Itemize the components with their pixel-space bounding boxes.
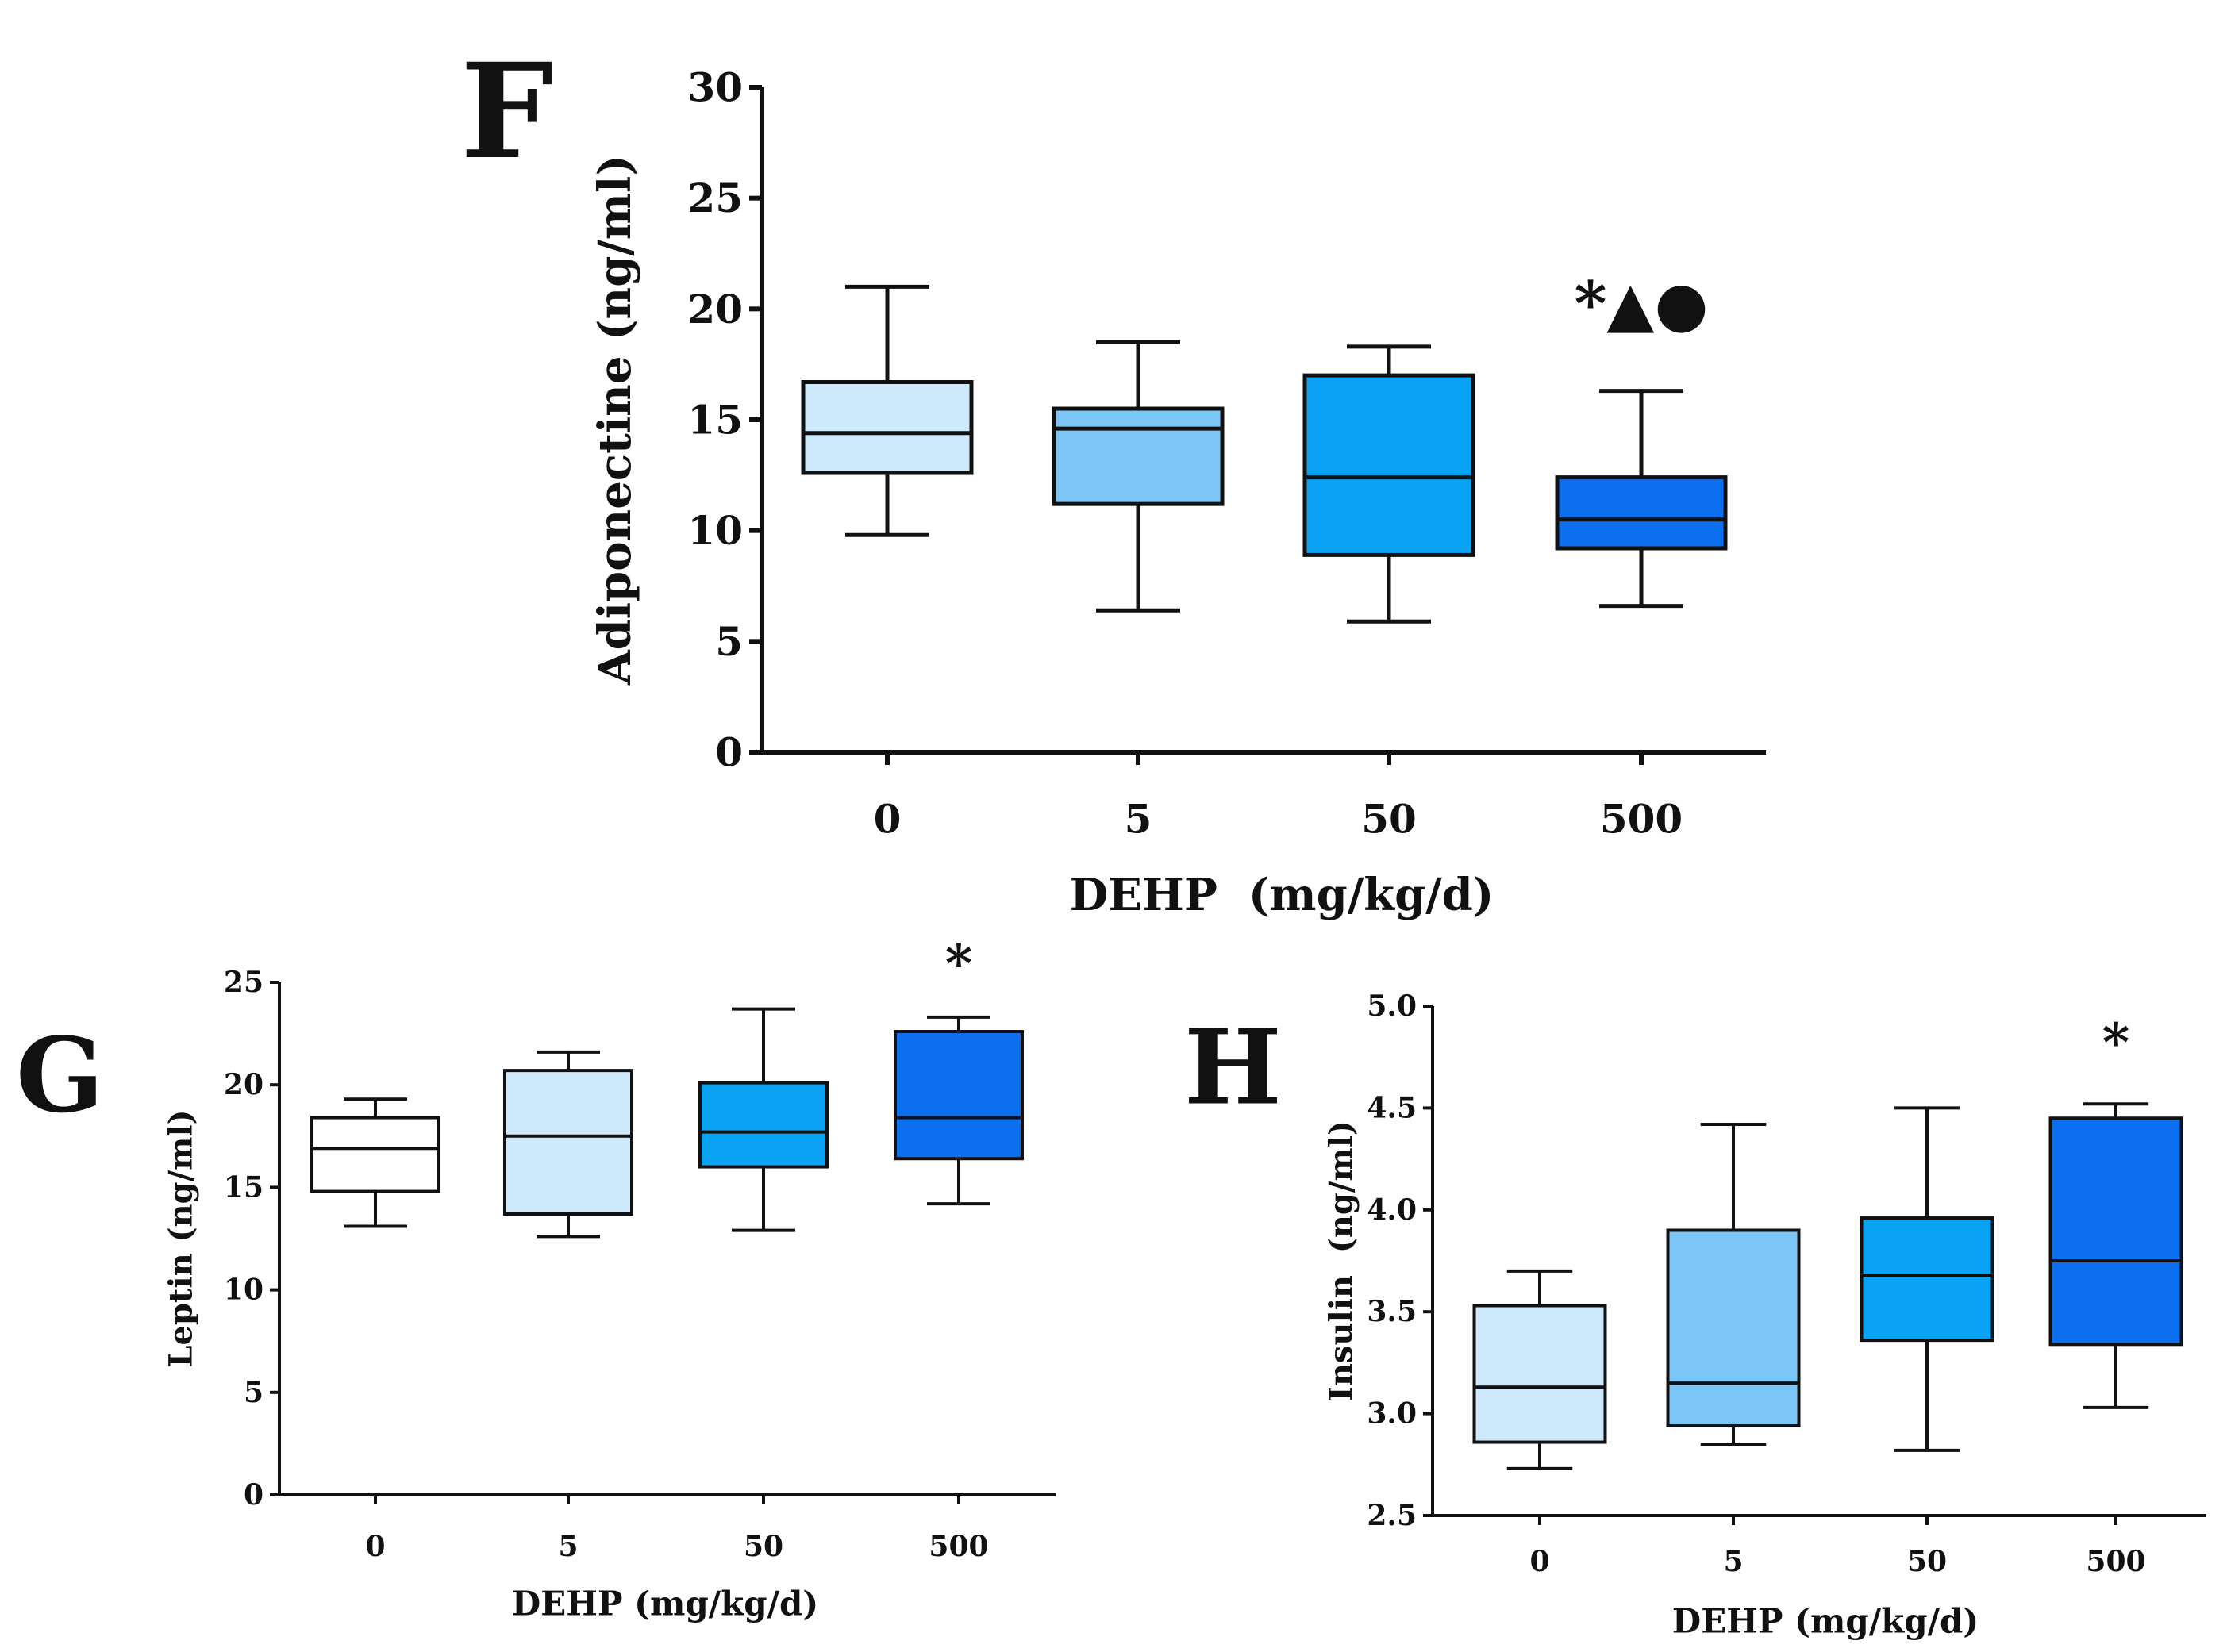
panel-g-significance-marker: *	[945, 933, 973, 995]
panel-h-significance-marker: *	[2102, 1012, 2130, 1074]
panel-f-y-tick-label: 15	[687, 397, 743, 444]
iqr-box	[1302, 373, 1475, 557]
panel-g-x-axis-title: DEHP (mg/kg/d)	[512, 1585, 818, 1623]
panel-g-x-tick-label: 5	[558, 1530, 578, 1563]
panel-f-y-tick-label: 25	[687, 175, 743, 221]
panel-f-box-50	[1302, 344, 1475, 624]
panel-f-x-axis-title: DEHP (mg/kg/d)	[1070, 869, 1494, 921]
panel-h-x-tick-label: 5	[1723, 1545, 1743, 1578]
panel-h-x-tick-label: 50	[1907, 1545, 1947, 1578]
panel-g-x-tick-label: 50	[744, 1530, 783, 1563]
panel-g-label: G	[16, 1015, 104, 1136]
panel-f-y-tick-label: 5	[715, 618, 743, 665]
iqr-box	[2048, 1116, 2183, 1347]
panel-f-box-0	[801, 284, 974, 537]
panel-g-y-tick-label: 25	[224, 966, 263, 999]
panel-f-significance-marker: *▲●	[1575, 268, 1709, 340]
panel-h-insulin-chart: H 2.5 3.0 3.5 4.0 4.5 5.0 0 5 50 500 DEHP (mg/kg/d)…	[1184, 989, 2206, 1641]
panel-g-box-0	[310, 1097, 440, 1228]
iqr-box	[698, 1081, 829, 1169]
panel-h-box-0	[1472, 1269, 1607, 1470]
panel-f-y-tick-label: 0	[715, 729, 743, 776]
iqr-box	[1666, 1228, 1801, 1428]
panel-h-box-50	[1860, 1106, 1994, 1452]
panel-h-box-500	[2048, 1102, 2183, 1409]
panel-h-y-tick-label: 3.0	[1367, 1397, 1417, 1431]
panel-h-y-tick-label: 2.5	[1367, 1499, 1417, 1532]
panel-g-y-tick-label: 5	[244, 1376, 263, 1409]
panel-h-x-tick-label: 0	[1529, 1545, 1549, 1578]
panel-f-box-5	[1052, 340, 1225, 613]
panel-h-label: H	[1184, 1007, 1282, 1128]
panel-g-y-tick-label: 0	[244, 1478, 263, 1512]
panel-f-x-tick-label: 50	[1361, 796, 1417, 843]
panel-f-y-tick-label: 20	[687, 286, 743, 332]
panel-g-y-tick-label: 20	[224, 1068, 263, 1101]
iqr-box	[1555, 475, 1728, 551]
panel-f-x-tick-label: 500	[1600, 796, 1683, 843]
panel-h-box-5	[1666, 1122, 1801, 1446]
panel-g-y-tick-label: 15	[224, 1170, 263, 1204]
panel-f-x-tick-label: 0	[874, 796, 902, 843]
panel-f-label: F	[460, 34, 553, 188]
panel-g-x-tick-label: 500	[929, 1530, 988, 1563]
panel-g-y-axis-title: Leptin (ng/ml)	[163, 1109, 200, 1367]
panel-h-y-tick-label: 3.5	[1367, 1295, 1417, 1328]
iqr-box	[1860, 1216, 1994, 1343]
panel-g-box-5	[503, 1050, 633, 1239]
panel-g-x-tick-label: 0	[365, 1530, 385, 1563]
panel-h-x-tick-label: 500	[2086, 1545, 2145, 1578]
panel-h-y-tick-label: 5.0	[1367, 989, 1417, 1023]
iqr-box	[801, 380, 974, 475]
panel-h-y-tick-label: 4.0	[1367, 1193, 1417, 1227]
iqr-box	[310, 1116, 440, 1193]
panel-g-box-500	[894, 1015, 1024, 1206]
iqr-box	[1472, 1304, 1607, 1444]
iqr-box	[503, 1069, 633, 1216]
panel-h-y-tick-label: 4.5	[1367, 1091, 1417, 1124]
panel-g-y-tick-label: 10	[224, 1274, 263, 1307]
panel-f-y-axis-title: Adiponectine (ng/ml)	[589, 155, 641, 686]
iqr-box	[894, 1030, 1024, 1161]
panel-h-x-axis-title: DEHP (mg/kg/d)	[1672, 1602, 1979, 1641]
panel-f-y-tick-label: 30	[687, 64, 743, 111]
panel-f-y-tick-label: 10	[687, 507, 743, 554]
panel-g-leptin-chart: G 0 5 10 15 20 25 0 5 50 500 DEHP (mg/kg/d) Leptin (…	[16, 933, 1056, 1623]
panel-f-x-tick-label: 5	[1125, 796, 1152, 843]
panel-f-adiponectine-chart: F 0 5 10 15 20 25 30 0 5 50 500 DEHP (mg/kg/d) Adipon…	[460, 34, 1766, 921]
panel-g-box-50	[698, 1007, 829, 1232]
iqr-box	[1052, 406, 1225, 506]
panel-h-y-axis-title: Insulin (ng/ml)	[1323, 1120, 1360, 1401]
panel-f-box-500	[1555, 389, 1728, 609]
